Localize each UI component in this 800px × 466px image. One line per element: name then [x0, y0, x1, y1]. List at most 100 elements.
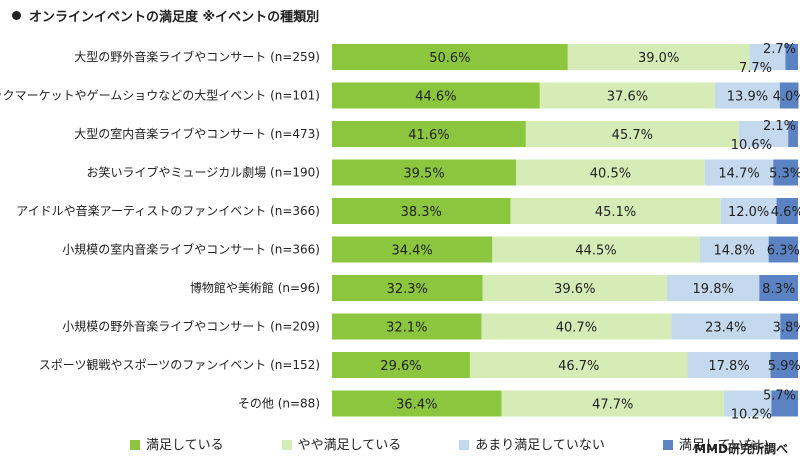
category-label: スポーツ観戦やスポーツのファンイベント (n=152) — [39, 358, 320, 372]
data-label: 6.3% — [767, 244, 800, 259]
bar-segment — [332, 198, 511, 224]
bar-segment — [771, 390, 798, 417]
data-label: 19.8% — [693, 282, 734, 297]
bar-segment — [469, 352, 688, 378]
source-credit: MMD研究所調べ — [694, 442, 788, 456]
data-label: 41.6% — [408, 128, 449, 143]
data-label: 13.9% — [727, 90, 768, 105]
data-label: 50.6% — [429, 51, 470, 66]
bar-segment — [332, 121, 526, 147]
chart-title: オンラインイベントの満足度 ※イベントの種類別 — [12, 6, 319, 25]
data-label: 3.8% — [773, 321, 800, 336]
legend-item: やや満足している — [281, 434, 402, 453]
data-label: 40.7% — [556, 321, 597, 336]
category-label: 大型の室内音楽ライブやコンサート (n=473) — [74, 126, 320, 141]
bar-segment — [788, 121, 798, 147]
data-label: 7.7% — [739, 61, 772, 76]
data-label: 4.6% — [771, 205, 800, 220]
data-label: 44.5% — [575, 244, 616, 259]
data-label: 8.3% — [762, 282, 795, 297]
bar-segment — [768, 236, 798, 263]
bar-segment — [715, 82, 780, 109]
data-label: 12.0% — [728, 205, 769, 220]
data-label: 39.0% — [638, 51, 679, 66]
legend-item: あまり満足していない — [459, 434, 605, 453]
chart-title-text: オンラインイベントの満足度 ※イベントの種類別 — [29, 10, 320, 25]
bar-segment — [770, 352, 798, 378]
bar-segment — [332, 159, 517, 186]
legend-swatch — [459, 440, 470, 450]
data-label: 10.6% — [731, 138, 772, 153]
category-label: アイドルや音楽アーティストのファンイベント (n=366) — [16, 203, 320, 218]
data-label: 45.1% — [595, 205, 636, 220]
bar-segment — [501, 390, 724, 417]
data-label: 36.4% — [396, 398, 437, 413]
bar-segment — [667, 275, 760, 301]
data-label: 44.6% — [415, 90, 456, 105]
legend-item: 満足していない — [662, 434, 770, 453]
legend-item: 満足している — [130, 434, 224, 453]
data-label: 45.7% — [612, 128, 653, 143]
data-label: 34.4% — [391, 244, 432, 259]
category-label: 小規模の野外音楽ライブやコンサート (n=209) — [62, 319, 320, 334]
category-label: その他 (n=88) — [238, 397, 320, 411]
bar-segment — [671, 313, 781, 340]
bar-segment — [482, 275, 668, 301]
data-label: 38.3% — [401, 205, 442, 220]
bar-segment — [492, 236, 700, 263]
category-label: 小規模の室内音楽ライブやコンサート (n=366) — [62, 242, 320, 257]
bar-segment — [687, 352, 771, 378]
data-label: 32.3% — [387, 282, 428, 297]
bullet-dot — [12, 11, 21, 20]
category-label: コミックマーケットやゲームショウなどの大型イベント (n=101) — [0, 89, 320, 103]
legend-swatch — [130, 440, 140, 450]
bar-segment — [776, 198, 798, 224]
data-label: 10.2% — [731, 408, 772, 423]
data-label: 29.6% — [380, 359, 421, 374]
data-label: 5.7% — [763, 389, 796, 404]
legend-label: 満足していない — [678, 438, 770, 453]
stacked-bar-chart: 大型の野外音楽ライブやコンサート (n=259) 50.6% 39.0% 7.7% 2.… — [0, 42, 800, 423]
bar-segment — [332, 390, 502, 417]
bar-segment — [332, 313, 482, 340]
bar-segment — [332, 236, 493, 263]
data-label: 14.7% — [718, 167, 759, 182]
bar-segment — [332, 44, 568, 70]
bar-segment — [723, 390, 772, 417]
data-label: 5.9% — [768, 359, 800, 374]
bar-segment — [785, 44, 798, 70]
legend-swatch — [662, 440, 673, 450]
category-label: 大型の野外音楽ライブやコンサート (n=259) — [74, 49, 320, 64]
data-label: 23.4% — [705, 321, 746, 336]
legend-label: 満足している — [146, 438, 224, 453]
bar-segment — [738, 121, 789, 147]
bar-segment — [332, 82, 540, 109]
data-label: 47.7% — [592, 398, 633, 413]
bar-segment — [539, 82, 716, 109]
bar-segment — [332, 275, 483, 301]
bar-segment — [525, 121, 739, 147]
data-label: 40.5% — [590, 167, 631, 182]
bar-segment — [699, 236, 769, 263]
data-label: 32.1% — [386, 321, 427, 336]
data-label: 5.3% — [769, 167, 800, 182]
bar-segment — [510, 198, 721, 224]
category-label: お笑いライブやミュージカル劇場 (n=190) — [86, 165, 320, 180]
legend-label: あまり満足していない — [475, 438, 605, 453]
data-label: 2.7% — [763, 42, 796, 57]
bar-segment — [720, 198, 777, 224]
data-label: 4.0% — [773, 90, 800, 105]
bar-segment — [332, 352, 470, 378]
bar-segment — [759, 275, 798, 301]
data-label: 14.8% — [714, 244, 755, 259]
legend: 満足している やや満足している あまり満足していない 満足していない — [130, 434, 800, 453]
legend-label: やや満足している — [297, 438, 402, 453]
data-label: 17.8% — [708, 359, 749, 374]
bar-segment — [773, 159, 798, 186]
data-label: 37.6% — [607, 90, 648, 105]
bar-segment — [481, 313, 672, 340]
bar-segment — [704, 159, 774, 186]
bar-segment — [779, 82, 799, 109]
bar-segment — [567, 44, 750, 70]
bar-segment — [516, 159, 705, 186]
